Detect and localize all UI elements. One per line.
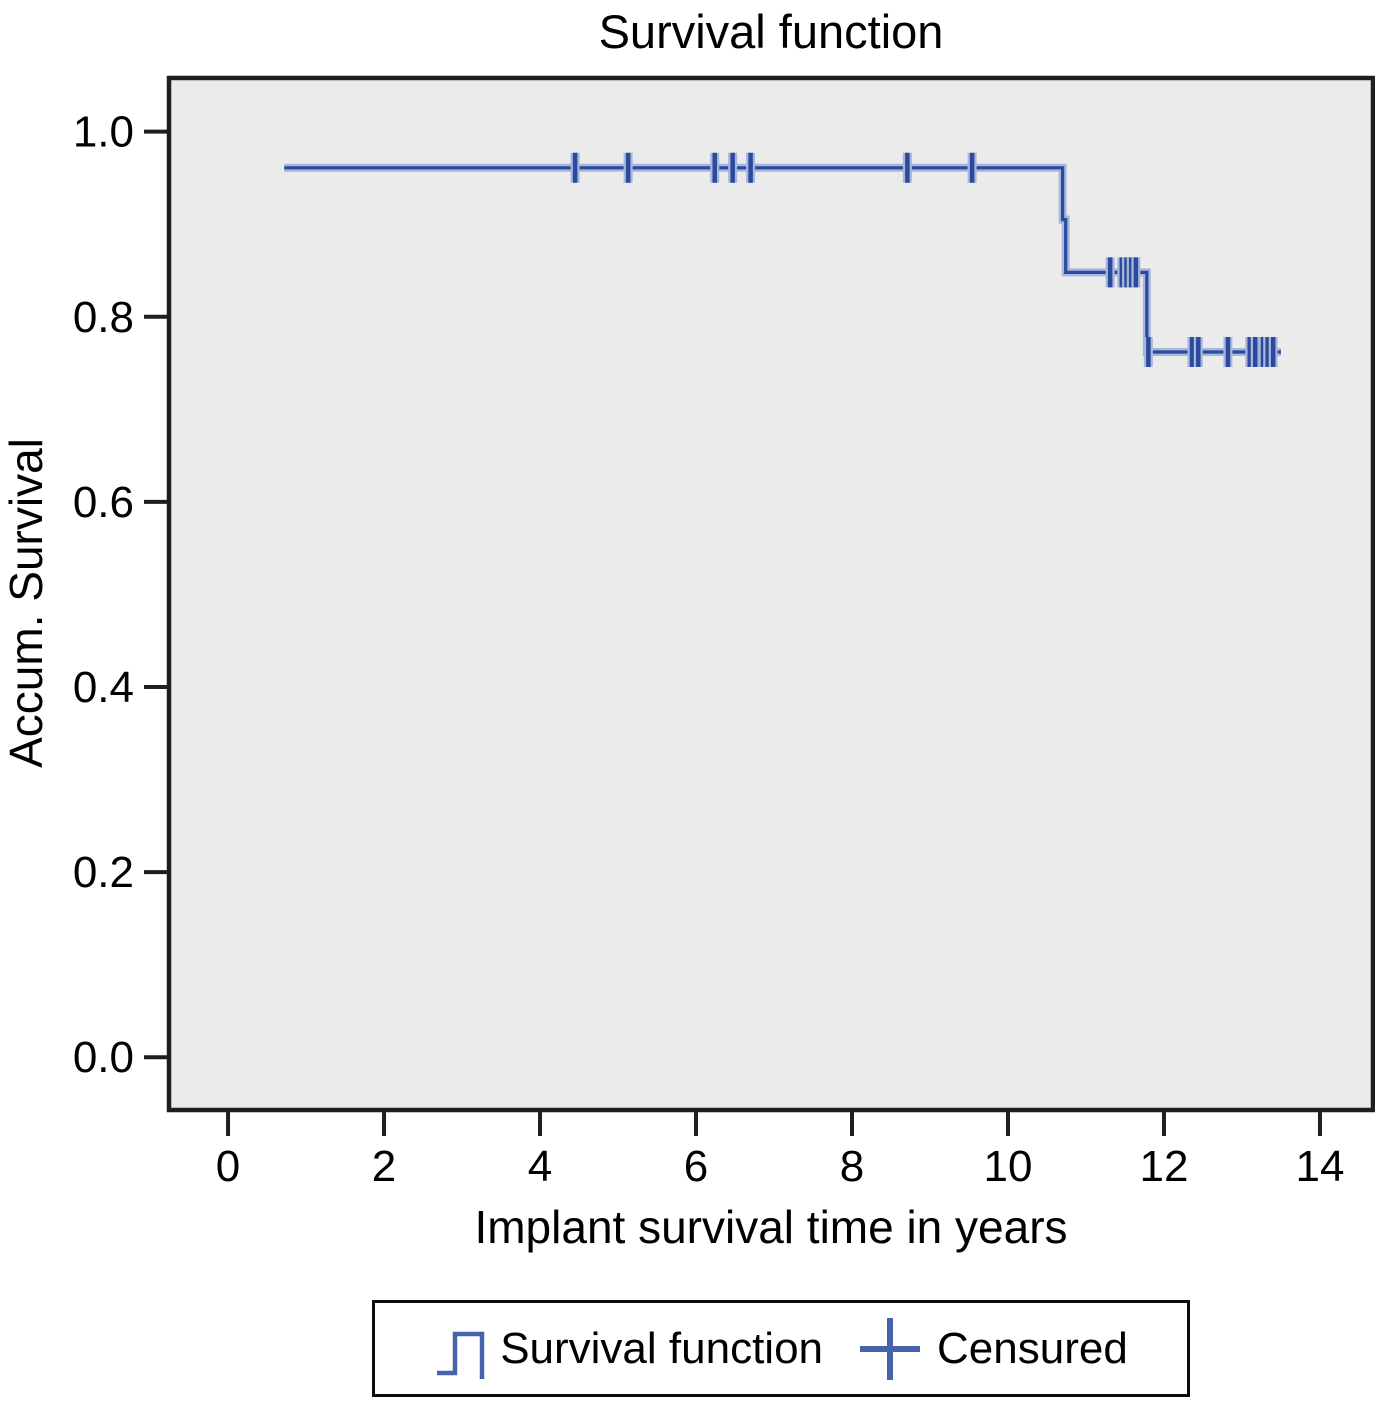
x-tick-label: 8	[840, 1142, 864, 1191]
x-tick-label: 14	[1295, 1142, 1344, 1191]
y-tick-label: 0.6	[73, 478, 134, 527]
y-tick-label: 0.2	[73, 848, 134, 897]
legend-entry-survival: Survival function	[434, 1315, 823, 1383]
legend-survival-label: Survival function	[500, 1323, 824, 1373]
plot-frame	[166, 75, 1375, 1113]
survival-plot: 0 2 4 6 8 10 12 14 0.0 0.2 0.4 0.6 0.8 1.0	[73, 75, 1375, 1191]
y-tick-label: 1.0	[73, 108, 134, 157]
plot-area	[169, 78, 1373, 1110]
y-tick-label: 0.0	[73, 1033, 134, 1082]
censored-plus-icon	[860, 1317, 921, 1380]
x-tick-label: 6	[684, 1142, 708, 1191]
x-tick-label: 2	[372, 1142, 396, 1191]
x-tick-label: 12	[1139, 1142, 1188, 1191]
x-axis-title: Implant survival time in years	[474, 1201, 1068, 1253]
legend-entry-censored: Censured	[823, 1315, 1128, 1383]
chart-title: Survival function	[598, 5, 944, 58]
y-tick-label: 0.8	[73, 293, 134, 342]
x-tick-label: 4	[528, 1142, 552, 1191]
y-tick-label: 0.4	[73, 663, 134, 712]
x-tick-label: 0	[216, 1142, 240, 1191]
step-line-icon	[437, 1331, 485, 1379]
x-tick-label: 10	[984, 1142, 1033, 1191]
legend: Survival function Censured	[372, 1300, 1190, 1397]
legend-censored-label: Censured	[937, 1323, 1128, 1373]
